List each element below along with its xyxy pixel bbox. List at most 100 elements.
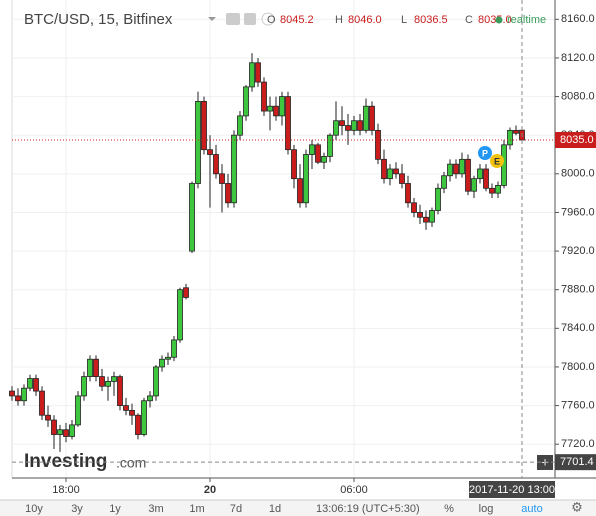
candle-body [279,96,285,117]
candle-body [495,185,501,194]
range-button[interactable]: 7d [230,503,242,515]
ohlc-letter: H [335,14,343,26]
option-button[interactable]: % [444,503,454,515]
toolbar-bg [0,500,596,516]
candle-body [459,158,465,175]
candle-body [483,168,489,189]
last-price-label: 8035.0 [560,134,594,146]
ohlc-letter: L [401,14,407,26]
candle-body [345,125,351,131]
y-tick-label: 7800.0 [561,361,595,373]
candle-body [321,156,327,163]
candle-body [81,376,87,397]
candle-body [399,173,405,184]
event-marker[interactable] [490,154,504,168]
candle-body [267,105,273,112]
y-tick-label: 7720.0 [561,438,595,450]
range-button[interactable]: 1y [109,503,121,515]
candle-body [231,134,237,204]
x-tick-label: 20 [204,484,216,496]
candle-body [135,414,141,435]
y-tick-label: 7880.0 [561,284,595,296]
ohlc-letter: O [267,14,276,26]
candle-body [9,390,15,397]
chart-title: BTC/USD, 15, Bitfinex [24,11,173,28]
crosshair-time-label: 2017-11-20 13:00 [469,484,555,496]
y-tick-label: 8000.0 [561,168,595,180]
candle-body [87,358,93,378]
candle-body [423,216,429,223]
candle-body [453,163,459,175]
candle-body [465,158,471,192]
candle-body [441,175,447,189]
candle-body [249,62,255,88]
y-tick-label: 7960.0 [561,206,595,218]
candle-body [51,419,57,435]
candle-body [315,144,321,163]
y-tick-label: 8080.0 [561,90,595,102]
candle-body [45,414,51,421]
candle-body [411,202,417,213]
candle-body [105,381,111,387]
range-button[interactable]: 10y [25,503,43,515]
candle-body [273,105,279,117]
candle-body [243,86,249,117]
candle-body [75,395,81,426]
settings-icon[interactable] [244,13,256,25]
candle-body [63,429,69,437]
last-price-box [555,132,596,149]
range-button[interactable]: 1d [269,503,281,515]
candle-body [429,210,435,223]
candle-body [471,178,477,192]
candle-body [219,173,225,184]
y-tick-label: 8120.0 [561,52,595,64]
candle-body [21,387,27,402]
candle-body [93,358,99,378]
candle-body [57,429,63,435]
candle-body [129,410,135,416]
candle-body [447,163,453,177]
ohlc-value: 8036.5 [414,14,448,26]
candle-body [477,168,483,180]
candle-body [159,358,165,368]
candle-body [117,376,123,406]
candle-body [297,178,303,204]
logo-suffix: .com [116,455,146,471]
ohlc-value: 8035.0 [478,14,512,26]
y-tick-label: 7920.0 [561,245,595,257]
candle-body [261,81,267,112]
candle-body [351,120,357,131]
candle-body [339,120,345,126]
close-icon[interactable] [261,12,275,26]
event-label: E [494,156,500,166]
candle-body [225,183,231,204]
x-tick-label: 06:00 [340,484,368,496]
candle-body [15,395,21,402]
candle-body [375,129,381,160]
crosshair-price-box [555,454,596,471]
candle-body [111,376,117,382]
candle-body [201,100,207,151]
candle-body [309,144,315,155]
candle-body [363,105,369,131]
candle-body [141,400,147,435]
event-marker[interactable] [478,146,492,160]
event-label: P [482,148,488,158]
candle-body [369,105,375,131]
option-button[interactable]: auto [521,503,542,515]
candle-body [123,405,129,411]
candle-body [303,154,309,204]
candle-body [27,378,33,389]
candle-body [393,168,399,175]
settings-gear[interactable]: ⚙ [571,499,583,514]
candle-body [357,120,363,131]
eye-icon[interactable] [226,13,240,25]
range-button[interactable]: 1m [189,503,204,515]
y-tick-label: 8160.0 [561,13,595,25]
range-button[interactable]: 3y [71,503,83,515]
option-button[interactable]: log [479,503,494,515]
candle-body [327,134,333,157]
range-button[interactable]: 3m [148,503,163,515]
